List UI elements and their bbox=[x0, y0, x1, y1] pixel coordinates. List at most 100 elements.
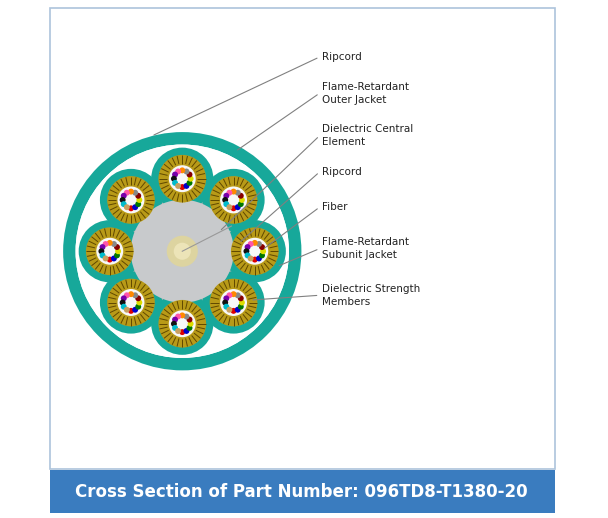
Circle shape bbox=[132, 292, 138, 298]
Circle shape bbox=[117, 186, 145, 213]
Circle shape bbox=[175, 328, 181, 334]
Circle shape bbox=[103, 241, 109, 247]
Circle shape bbox=[259, 252, 265, 258]
Circle shape bbox=[174, 242, 191, 260]
Circle shape bbox=[244, 252, 250, 258]
Circle shape bbox=[252, 256, 258, 263]
Circle shape bbox=[100, 271, 162, 334]
Circle shape bbox=[175, 313, 181, 320]
Circle shape bbox=[260, 248, 266, 254]
Circle shape bbox=[223, 295, 229, 301]
Circle shape bbox=[132, 204, 138, 210]
Circle shape bbox=[226, 204, 232, 210]
Circle shape bbox=[132, 307, 138, 313]
Circle shape bbox=[63, 132, 302, 370]
Circle shape bbox=[148, 145, 216, 212]
Circle shape bbox=[100, 252, 105, 258]
Circle shape bbox=[172, 316, 178, 323]
Circle shape bbox=[231, 227, 278, 275]
Circle shape bbox=[179, 312, 185, 319]
Circle shape bbox=[107, 279, 155, 326]
Circle shape bbox=[126, 195, 238, 307]
Circle shape bbox=[223, 299, 228, 306]
Circle shape bbox=[100, 244, 105, 250]
Text: Flame-Retardant
Subunit Jacket: Flame-Retardant Subunit Jacket bbox=[322, 237, 409, 260]
Circle shape bbox=[175, 183, 181, 189]
Circle shape bbox=[256, 255, 262, 262]
Circle shape bbox=[128, 308, 134, 314]
Circle shape bbox=[200, 269, 268, 336]
Circle shape bbox=[230, 189, 237, 195]
Circle shape bbox=[235, 307, 241, 313]
Circle shape bbox=[107, 256, 112, 263]
Circle shape bbox=[187, 316, 193, 323]
Circle shape bbox=[121, 201, 126, 207]
Circle shape bbox=[86, 227, 134, 275]
Circle shape bbox=[171, 321, 177, 327]
Circle shape bbox=[96, 238, 123, 265]
Circle shape bbox=[241, 238, 268, 265]
Circle shape bbox=[121, 193, 126, 199]
Circle shape bbox=[115, 248, 121, 254]
Circle shape bbox=[169, 310, 196, 337]
Circle shape bbox=[243, 248, 249, 254]
Circle shape bbox=[247, 255, 254, 262]
Circle shape bbox=[188, 321, 193, 327]
Circle shape bbox=[175, 168, 181, 175]
Circle shape bbox=[238, 201, 244, 207]
Circle shape bbox=[124, 307, 130, 313]
Circle shape bbox=[136, 299, 142, 306]
Circle shape bbox=[220, 186, 247, 213]
Circle shape bbox=[224, 220, 286, 282]
Circle shape bbox=[135, 193, 141, 199]
Text: Ripcord: Ripcord bbox=[322, 52, 362, 62]
Circle shape bbox=[148, 290, 216, 357]
Text: Flame-Retardant
Outer Jacket: Flame-Retardant Outer Jacket bbox=[322, 82, 409, 105]
Text: Dielectric Central
Element: Dielectric Central Element bbox=[322, 124, 413, 147]
Circle shape bbox=[136, 197, 142, 203]
Circle shape bbox=[172, 171, 178, 178]
Circle shape bbox=[121, 295, 126, 301]
Circle shape bbox=[256, 241, 262, 247]
Circle shape bbox=[76, 218, 143, 285]
Circle shape bbox=[244, 244, 250, 250]
Circle shape bbox=[226, 292, 232, 298]
Circle shape bbox=[220, 289, 247, 316]
Circle shape bbox=[188, 176, 193, 182]
Circle shape bbox=[169, 165, 196, 192]
Circle shape bbox=[78, 220, 141, 282]
Circle shape bbox=[124, 190, 130, 196]
Circle shape bbox=[132, 190, 138, 196]
Text: Ripcord: Ripcord bbox=[322, 167, 362, 177]
Circle shape bbox=[75, 145, 289, 358]
Circle shape bbox=[235, 190, 241, 196]
Circle shape bbox=[223, 197, 228, 203]
Circle shape bbox=[230, 308, 237, 314]
Circle shape bbox=[223, 201, 229, 207]
Circle shape bbox=[135, 201, 141, 207]
Circle shape bbox=[128, 291, 134, 297]
Circle shape bbox=[135, 304, 141, 310]
Circle shape bbox=[121, 304, 126, 310]
Circle shape bbox=[230, 205, 237, 211]
Circle shape bbox=[179, 167, 185, 174]
Circle shape bbox=[120, 197, 126, 203]
Circle shape bbox=[226, 190, 232, 196]
Text: Fiber: Fiber bbox=[322, 202, 348, 212]
Circle shape bbox=[223, 193, 229, 199]
Circle shape bbox=[202, 271, 264, 334]
Circle shape bbox=[172, 180, 178, 186]
Circle shape bbox=[107, 176, 155, 224]
Circle shape bbox=[103, 255, 109, 262]
Circle shape bbox=[75, 145, 289, 358]
FancyBboxPatch shape bbox=[50, 470, 555, 513]
Circle shape bbox=[187, 180, 193, 186]
Circle shape bbox=[187, 171, 193, 178]
Circle shape bbox=[259, 244, 265, 250]
Circle shape bbox=[179, 329, 185, 335]
Circle shape bbox=[114, 252, 120, 258]
Circle shape bbox=[128, 205, 134, 211]
Circle shape bbox=[111, 241, 117, 247]
Circle shape bbox=[98, 248, 105, 254]
Circle shape bbox=[167, 236, 198, 267]
